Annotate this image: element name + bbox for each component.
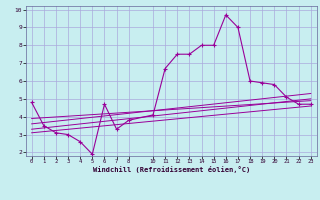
X-axis label: Windchill (Refroidissement éolien,°C): Windchill (Refroidissement éolien,°C) xyxy=(92,166,250,173)
